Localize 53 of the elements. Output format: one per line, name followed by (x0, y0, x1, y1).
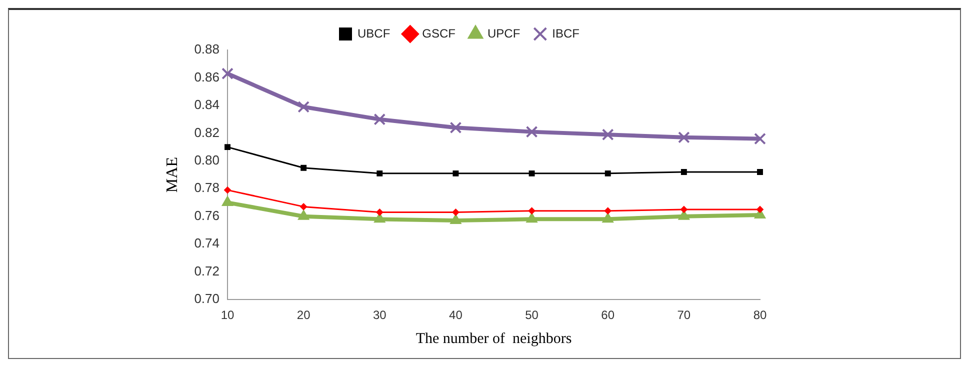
x-tick-label: 80 (753, 308, 767, 322)
y-tick-label: 0.78 (194, 180, 220, 196)
point (680, 206, 688, 213)
x-tick-label: 10 (220, 308, 234, 322)
point (678, 131, 690, 144)
point (528, 170, 535, 176)
point (298, 100, 310, 113)
y-tick-label: 0.84 (194, 97, 220, 112)
x-tick-label: 50 (525, 308, 539, 322)
point (300, 164, 307, 171)
legend-label: GSCF (422, 26, 456, 40)
point (528, 207, 536, 214)
point (756, 206, 764, 213)
point (526, 212, 538, 223)
y-tick-label: 0.82 (194, 124, 220, 140)
point (300, 203, 308, 210)
point (754, 132, 766, 145)
point (450, 214, 462, 224)
legend-label: UBCF (358, 26, 390, 40)
point (224, 186, 231, 194)
y-tick-label: 0.72 (194, 263, 220, 278)
x-tick-label: 30 (372, 308, 387, 322)
y-tick-label: 0.86 (194, 69, 220, 84)
point (222, 68, 234, 80)
point (602, 128, 614, 141)
point (526, 126, 538, 138)
point (602, 212, 614, 223)
point (450, 122, 462, 134)
point (298, 210, 310, 220)
y-tick-label: 0.76 (194, 208, 220, 223)
point (222, 196, 234, 206)
point (604, 170, 611, 176)
x-tick-label: 40 (449, 308, 463, 322)
x-tick-label: 70 (677, 308, 691, 322)
y-tick-label: 0.70 (194, 291, 220, 306)
x-tick-label: 20 (296, 308, 311, 322)
point (604, 207, 612, 214)
point (376, 170, 383, 176)
legend-label: UPCF (488, 26, 520, 40)
point (376, 208, 384, 216)
x-tick-label: 60 (601, 308, 615, 322)
point (224, 144, 230, 150)
point (452, 208, 460, 216)
point (452, 170, 459, 176)
y-tick-label: 0.88 (194, 42, 220, 57)
y-tick-label: 0.74 (194, 236, 220, 251)
legend-label: IBCF (552, 26, 580, 40)
x-axis-title: The number of neighbors (416, 330, 572, 347)
y-axis-title: MAE (164, 157, 181, 193)
point (757, 169, 763, 175)
point (374, 113, 386, 126)
y-tick-label: 0.80 (194, 152, 220, 168)
point (680, 169, 687, 175)
